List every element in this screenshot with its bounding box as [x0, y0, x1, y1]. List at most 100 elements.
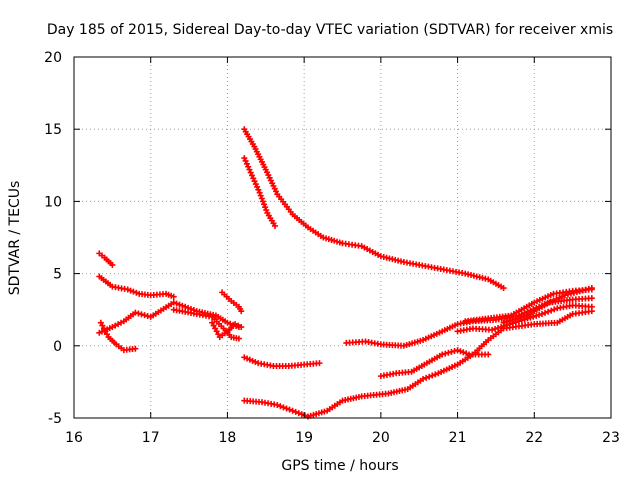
data-point-marker [551, 306, 558, 313]
data-point-marker [179, 302, 186, 309]
data-point-marker [451, 347, 458, 354]
data-point-marker [542, 309, 549, 316]
series-s1 [96, 250, 116, 268]
x-tick-label: 20 [372, 430, 390, 446]
data-point-marker [514, 315, 521, 322]
data-point-marker [423, 374, 430, 381]
data-point-marker [509, 316, 516, 323]
data-point-marker [274, 402, 281, 409]
data-point-marker [512, 316, 519, 323]
data-point-marker [588, 286, 595, 293]
data-point-marker [259, 198, 266, 205]
data-point-marker [518, 317, 525, 324]
data-point-marker [429, 372, 436, 379]
data-point-marker [262, 204, 269, 211]
x-tick-label: 17 [142, 430, 160, 446]
data-point-marker [439, 351, 446, 358]
data-point-marker [445, 349, 452, 356]
data-point-marker [301, 412, 308, 419]
data-point-marker [224, 319, 231, 326]
series-s10 [241, 354, 323, 370]
data-point-marker [442, 350, 449, 357]
data-point-marker [500, 285, 507, 292]
data-point-marker [515, 318, 522, 325]
y-tick-label: 15 [44, 122, 62, 138]
data-point-marker [271, 222, 278, 229]
data-point-marker [448, 348, 455, 355]
series-s5 [170, 306, 242, 342]
series-s14 [454, 302, 595, 335]
x-tick-label: 22 [525, 430, 543, 446]
data-point-marker [517, 314, 524, 321]
data-point-marker [533, 312, 540, 319]
data-point-marker [170, 299, 177, 306]
data-point-marker [263, 207, 270, 214]
y-tick-label: 10 [44, 194, 62, 210]
data-point-marker [144, 313, 151, 320]
data-point-marker [138, 311, 145, 318]
x-tick-label: 18 [219, 430, 237, 446]
data-point-marker [588, 295, 595, 302]
data-point-marker [538, 311, 545, 318]
data-point-marker [109, 261, 116, 268]
data-point-marker [280, 404, 287, 411]
data-point-marker [432, 371, 439, 378]
series-s11 [241, 308, 595, 420]
series-s8 [241, 126, 507, 292]
data-point-marker [286, 406, 293, 413]
data-point-marker [173, 300, 180, 307]
data-point-marker [170, 293, 177, 300]
data-point-marker [124, 286, 131, 293]
data-point-marker [489, 326, 496, 333]
data-series [96, 126, 595, 420]
data-point-marker [283, 405, 290, 412]
y-tick-label: 0 [53, 339, 62, 355]
series-s9 [241, 155, 278, 229]
series-s13 [377, 347, 492, 380]
series-s4 [97, 319, 139, 354]
data-point-marker [132, 309, 139, 316]
data-point-marker [289, 407, 296, 414]
data-point-marker [506, 317, 513, 324]
data-point-marker [257, 192, 264, 199]
data-point-marker [426, 373, 433, 380]
data-point-marker [277, 403, 284, 410]
y-tick-label: -5 [48, 411, 62, 427]
data-point-marker [457, 348, 464, 355]
data-point-marker [235, 322, 242, 329]
grid-lines [74, 57, 611, 418]
data-point-marker [545, 308, 552, 315]
data-point-marker [485, 351, 492, 358]
y-tick-label: 20 [44, 50, 62, 66]
data-point-marker [503, 318, 510, 325]
data-point-marker [495, 324, 502, 331]
data-point-marker [530, 313, 537, 320]
x-tick-label: 19 [295, 430, 313, 446]
data-point-marker [498, 324, 505, 331]
data-point-marker [238, 324, 245, 331]
data-point-marker [420, 376, 427, 383]
x-tick-label: 16 [65, 430, 83, 446]
data-point-marker [127, 287, 134, 294]
data-point-marker [512, 319, 519, 326]
data-point-marker [524, 315, 531, 322]
data-point-marker [588, 303, 595, 310]
data-point-marker [135, 310, 142, 317]
data-point-marker [463, 350, 470, 357]
series-s15 [462, 286, 595, 325]
axis-ticks: 16 17 18 19 20 21 22 23 -5 0 5 10 15 20 [44, 50, 620, 446]
data-point-marker [232, 321, 239, 328]
y-tick-label: 5 [53, 267, 62, 283]
series-s7 [219, 289, 245, 315]
data-point-marker [141, 312, 148, 319]
data-point-marker [130, 288, 137, 295]
data-point-marker [132, 345, 139, 352]
data-point-marker [316, 360, 323, 367]
data-point-marker [238, 308, 245, 315]
data-point-marker [258, 195, 265, 202]
data-point-marker [176, 301, 183, 308]
data-point-marker [292, 408, 299, 415]
data-point-marker [261, 201, 268, 208]
